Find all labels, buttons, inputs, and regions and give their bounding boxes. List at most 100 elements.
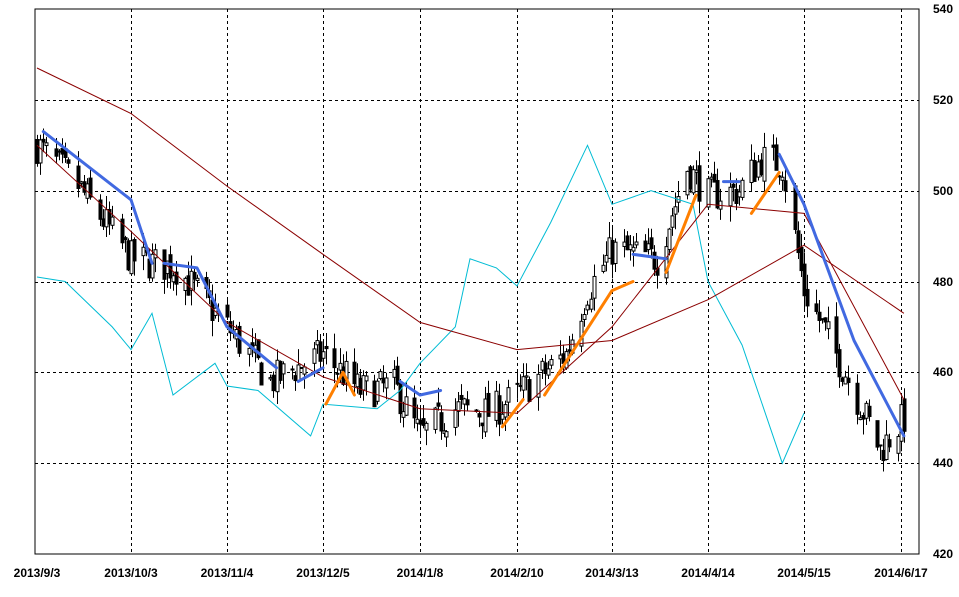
candle-body-down	[98, 199, 103, 220]
candle-body-down	[120, 218, 125, 244]
candle-body-down	[515, 382, 520, 385]
candle-body-down	[823, 317, 828, 323]
candle-body-down	[817, 311, 822, 321]
candle-body-down	[867, 405, 872, 418]
candle-body-down	[543, 362, 548, 375]
candle-body-up	[281, 363, 286, 375]
candle-body-down	[324, 345, 329, 350]
candle-body-down	[88, 177, 93, 198]
y-tick-label: 500	[933, 183, 954, 198]
candle-body-down	[814, 303, 819, 312]
candle-body-up	[664, 246, 669, 279]
candle-body-down	[625, 235, 630, 251]
x-tick-label: 2013/12/5	[296, 566, 350, 580]
candle-body-up	[728, 186, 733, 207]
y-tick-label: 460	[933, 365, 954, 380]
candle-body-up	[335, 372, 340, 375]
candle-body-up	[150, 253, 155, 279]
candle-body-down	[174, 271, 179, 285]
candle-body-up	[546, 368, 551, 376]
candle-body-down	[439, 412, 444, 432]
candle-body-up	[589, 298, 594, 310]
candle-body-down	[271, 374, 276, 392]
orange-line-segment	[324, 370, 356, 406]
candle-body-up	[38, 139, 43, 164]
candle-body-up	[384, 377, 389, 389]
candle-body-down	[459, 394, 464, 401]
candle-body-down	[712, 173, 717, 183]
blue-line-segment	[777, 152, 906, 438]
candle-body-down	[225, 304, 230, 318]
candle-body-up	[404, 396, 409, 416]
candle-body-down	[805, 288, 810, 307]
candle-body-up	[601, 264, 606, 272]
candle-body-down	[774, 144, 779, 171]
candle-body-down	[132, 238, 137, 262]
candle-body-down	[465, 399, 470, 406]
blue-line-segment	[162, 261, 278, 370]
candle-body-up	[433, 407, 438, 430]
plot-frame	[34, 8, 920, 555]
blue-line-segment	[296, 366, 325, 383]
candle-body-down	[783, 180, 788, 192]
candle-body-down	[168, 254, 173, 279]
orange-line-segment	[749, 171, 781, 215]
candle-body-up	[506, 387, 511, 403]
candle-body-up	[634, 241, 639, 246]
x-tick-label: 2014/1/8	[396, 566, 444, 580]
x-tick-label: 2014/2/10	[490, 566, 544, 580]
x-tick-label: 2013/11/4	[200, 566, 254, 580]
candle-body-down	[421, 418, 426, 426]
orange-line-segment	[543, 280, 635, 397]
moving-average-long	[36, 67, 905, 351]
candle-body-up	[585, 304, 590, 311]
candle-body-up	[247, 347, 252, 355]
candle-body-down	[802, 263, 807, 297]
candle-body-down	[837, 349, 842, 378]
candle-body-up	[670, 215, 675, 228]
candle-body-up	[826, 321, 831, 330]
candle-body-up	[503, 404, 508, 418]
candle-body-down	[878, 444, 883, 447]
overlay-lines	[36, 67, 906, 465]
y-tick-label: 420	[933, 547, 954, 561]
candle-body-up	[378, 371, 383, 379]
candle-body-down	[290, 368, 295, 371]
candle-body-down	[527, 379, 532, 402]
candle-body-down	[855, 382, 860, 415]
candle-body-down	[796, 230, 801, 254]
candle-body-down	[497, 395, 502, 425]
x-tick-label: 2014/6/17	[874, 566, 928, 580]
x-tick-label: 2014/4/14	[681, 566, 735, 580]
candle-body-down	[41, 138, 46, 143]
candle-body-down	[875, 420, 880, 448]
candle-body-down	[715, 180, 720, 209]
y-tick-label: 520	[933, 92, 954, 107]
candle-body-up	[521, 376, 526, 391]
candle-body-up	[364, 375, 369, 382]
candle-body-up	[673, 206, 678, 215]
y-tick-label: 440	[933, 456, 954, 471]
candle-body-down	[477, 413, 482, 418]
candle-body-down	[834, 316, 839, 354]
candle-body-down	[352, 361, 357, 385]
candle-body-up	[312, 348, 317, 364]
candle-body-down	[731, 183, 736, 188]
candle-body-up	[456, 401, 461, 412]
candle-body-up	[582, 314, 587, 320]
blue-line-segment	[631, 252, 668, 261]
candle-body-up	[195, 277, 200, 281]
candle-body-down	[652, 251, 657, 270]
candle-body-up	[592, 275, 597, 299]
candle-body-up	[524, 375, 529, 378]
cyan-line	[36, 144, 805, 465]
candle-body-up	[667, 228, 672, 250]
candle-body-up	[762, 146, 767, 182]
candle-body-down	[799, 246, 804, 272]
candle-body-up	[691, 169, 696, 194]
candle-body-down	[123, 237, 128, 241]
candle-body-up	[44, 142, 49, 147]
candle-body-down	[436, 402, 441, 407]
